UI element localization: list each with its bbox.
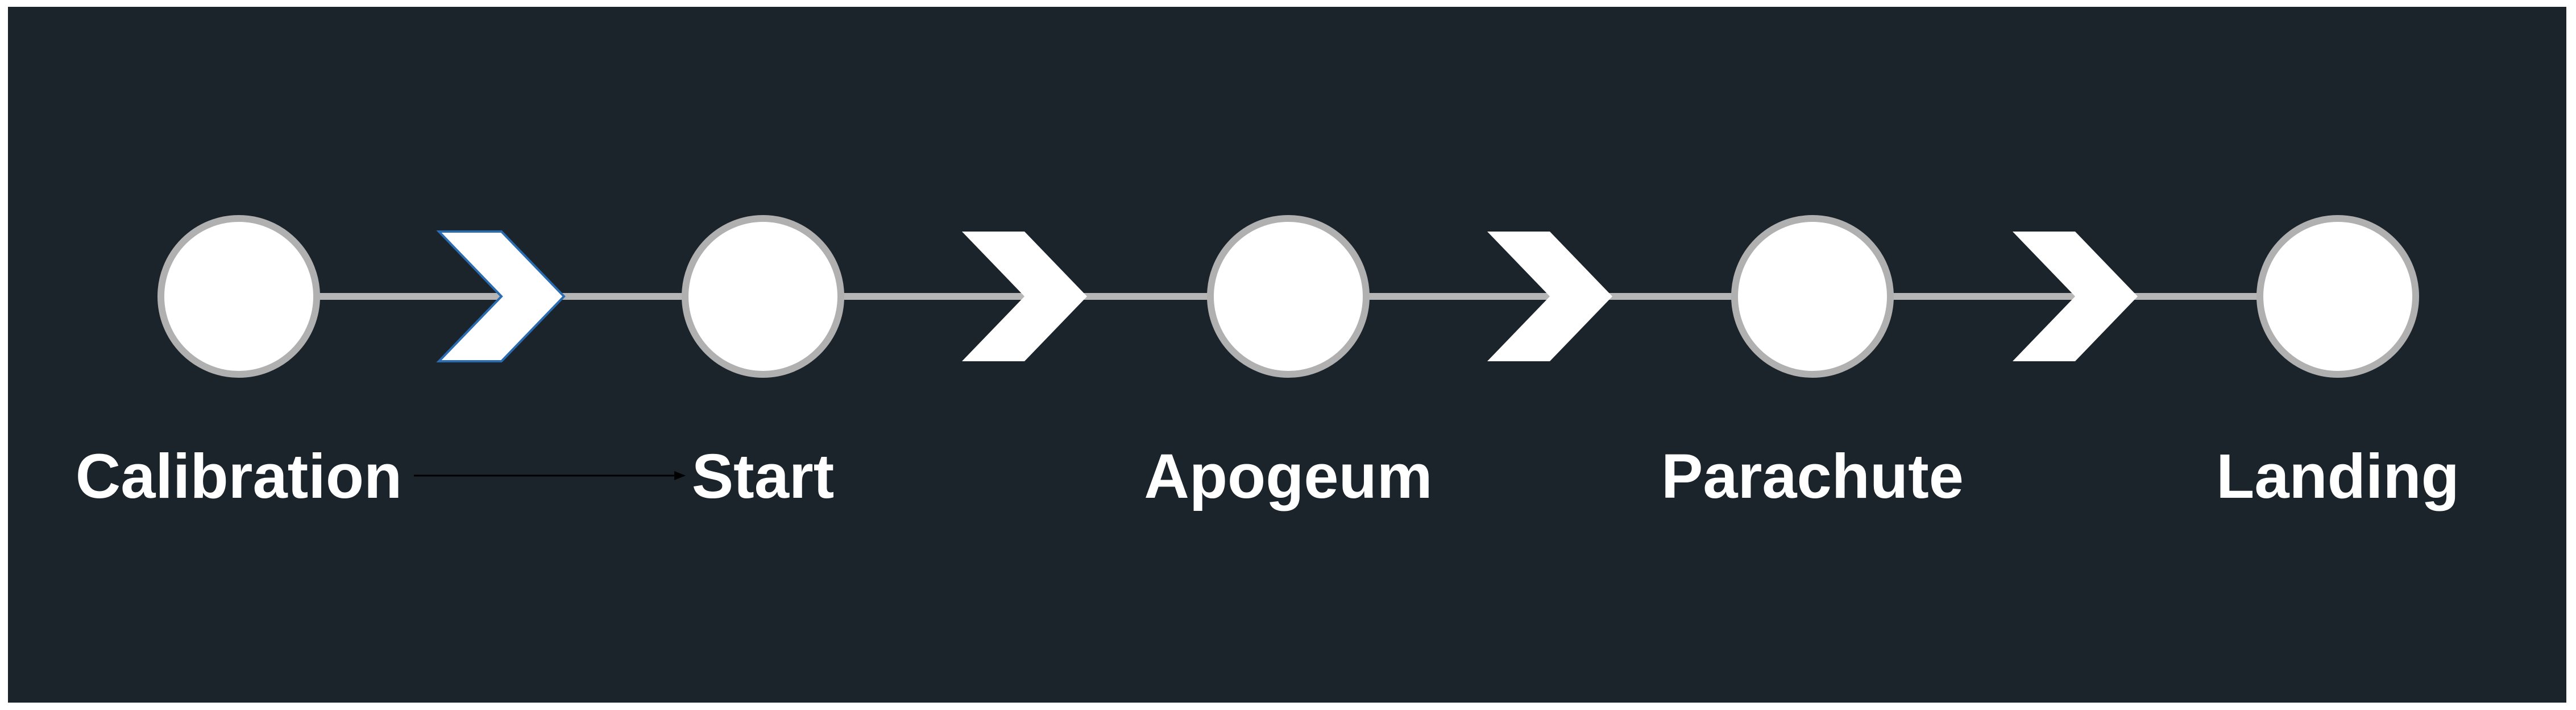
stage-circle-parachute: [1731, 215, 1894, 378]
chevron-arrow-icon: [1487, 232, 1612, 361]
chevron-arrow-icon: [2013, 232, 2138, 361]
stage-label-calibration: Calibration: [76, 441, 403, 511]
chevron-arrow-icon: [962, 232, 1087, 361]
stage-label-start: Start: [692, 441, 835, 511]
stage-circle-apogeum: [1207, 215, 1370, 378]
stage-circle-landing: [2256, 215, 2419, 378]
stage-label-apogeum: Apogeum: [1144, 441, 1432, 511]
stage-label-landing: Landing: [2216, 441, 2459, 511]
stage-label-parachute: Parachute: [1661, 441, 1964, 511]
stage-circle-calibration: [157, 215, 320, 378]
stage-circle-start: [682, 215, 844, 378]
chevron-arrow-icon: [436, 230, 566, 362]
label-link-arrowhead-icon: [674, 471, 686, 480]
